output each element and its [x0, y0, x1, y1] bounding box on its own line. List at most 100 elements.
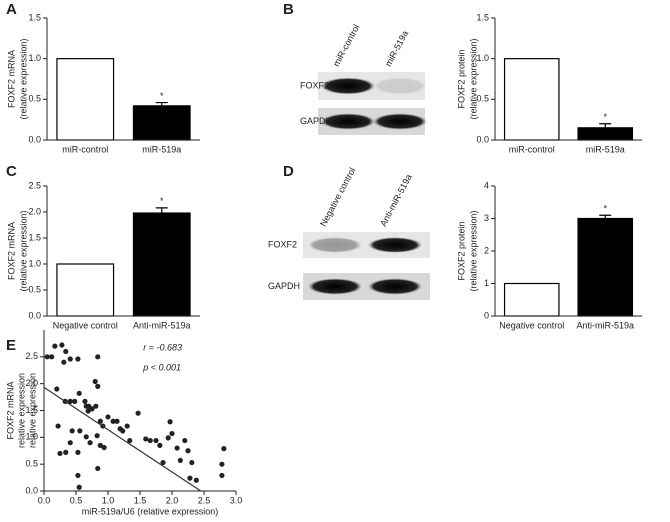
- y-tick-label: 2.5: [25, 351, 38, 361]
- y-axis-label: FOXF2 mRNA: [5, 381, 15, 439]
- scatter-point: [44, 354, 50, 360]
- bar: [56, 58, 115, 141]
- blot-band: [308, 237, 362, 253]
- scatter-point: [92, 378, 98, 385]
- scatter-point: [105, 414, 111, 420]
- scatter-point: [75, 449, 81, 455]
- scatter-point: [67, 440, 73, 446]
- y-axis-label: (relative expression): [468, 38, 478, 119]
- y-tick-label: 0.0: [25, 485, 38, 495]
- bar: [132, 212, 191, 317]
- scatter-point: [61, 359, 67, 365]
- y-tick-label: 3: [484, 213, 489, 223]
- trend-line: [43, 386, 202, 492]
- significance-mark: *: [603, 204, 607, 214]
- y-tick-label: 1.0: [25, 432, 38, 442]
- x-tick-label: 2.0: [166, 495, 179, 505]
- y-tick-label: 2.5: [28, 180, 41, 190]
- bar: [503, 282, 560, 317]
- scatter-point: [75, 472, 81, 479]
- scatter-point: [177, 457, 183, 464]
- scatter-point: [57, 450, 63, 457]
- stat-annotation: r = -0.683: [143, 342, 182, 352]
- scatter-point: [169, 430, 175, 437]
- scatter-point: [189, 459, 195, 466]
- significance-mark: *: [160, 91, 164, 101]
- scatter-point: [69, 428, 75, 434]
- y-axis-label: FOXF2 mRNA: [6, 222, 16, 280]
- scatter-point: [76, 390, 82, 396]
- panel-letter: C: [6, 163, 17, 180]
- panel-letter: E: [6, 337, 16, 354]
- scatter-point: [59, 342, 65, 348]
- scatter-point: [143, 436, 149, 442]
- scatter-point: [85, 408, 91, 414]
- blot-band: [368, 237, 422, 253]
- error-bar: [155, 207, 168, 214]
- blot-band: [373, 77, 427, 95]
- significance-mark: *: [160, 196, 164, 206]
- panel-letter: D: [283, 163, 294, 180]
- blot-row-label: GAPDH: [268, 281, 300, 291]
- blot-lane-label: miR-519a: [383, 29, 410, 68]
- y-axis-label: FOXF2 protein: [456, 221, 466, 280]
- scatter-point: [165, 435, 171, 441]
- scatter-point: [110, 418, 116, 424]
- scatter-point: [67, 398, 73, 404]
- y-tick-label: 0.5: [25, 459, 38, 469]
- blot-band: [321, 113, 375, 130]
- y-axis-label: (relative expression): [18, 38, 28, 119]
- scatter-point: [75, 356, 81, 362]
- bar: [503, 58, 560, 141]
- scatter-point: [77, 428, 83, 434]
- scatter-point: [55, 423, 61, 429]
- panel-letter: B: [283, 1, 294, 18]
- scatter-point: [174, 445, 180, 451]
- x-tick-label: miR-control: [509, 144, 555, 154]
- y-tick-label: 2.0: [28, 206, 41, 216]
- y-tick-label: 1.0: [28, 258, 41, 268]
- blot-band: [321, 77, 375, 95]
- scatter-point: [187, 475, 193, 481]
- scatter-point: [219, 461, 225, 467]
- x-tick-label: 2.5: [198, 495, 211, 505]
- blot-row-label: FOXF2: [300, 80, 329, 90]
- scatter-point: [76, 484, 82, 490]
- scatter-point: [63, 449, 69, 455]
- error-bar: [599, 123, 612, 128]
- x-tick-label: 1.0: [102, 495, 115, 505]
- x-tick-label: Anti-miR-519a: [133, 320, 191, 330]
- y-tick-label: 0: [484, 310, 489, 320]
- y-tick-label: 0.5: [476, 94, 489, 104]
- scatter-point: [127, 437, 133, 444]
- blot-band: [373, 113, 427, 130]
- blot-lane-label: Anti-miR-519a: [378, 173, 414, 228]
- y-tick-label: 0.0: [28, 310, 41, 320]
- scatter-point: [89, 406, 95, 412]
- bar: [132, 105, 191, 141]
- x-tick-label: Negative control: [53, 320, 118, 330]
- scatter-point: [95, 383, 101, 389]
- x-tick-label: miR-519a: [586, 144, 625, 154]
- x-tick-label: 1.5: [134, 495, 147, 505]
- scatter-point: [52, 343, 58, 349]
- scatter-point: [67, 356, 73, 362]
- x-axis-label: miR-519a/U6 (relative expression): [82, 506, 219, 516]
- scatter-point: [95, 354, 101, 360]
- blot-row-label: FOXF2: [268, 239, 297, 249]
- error-bar: [155, 101, 168, 106]
- scatter-point: [72, 398, 78, 404]
- blot-lane-label: Negative control: [318, 166, 357, 228]
- scatter-point: [95, 465, 101, 472]
- scatter-point: [167, 419, 173, 425]
- scatter-point: [193, 477, 199, 483]
- stat-annotation: p < 0.001: [142, 362, 181, 372]
- scatter-point: [63, 348, 69, 355]
- scatter-point: [185, 448, 191, 454]
- scatter-point: [82, 398, 88, 404]
- x-tick-label: Anti-miR-519a: [576, 320, 634, 330]
- y-tick-label: 2: [484, 245, 489, 255]
- x-tick-label: miR-519a: [142, 144, 181, 154]
- y-tick-label: 1.5: [476, 12, 489, 22]
